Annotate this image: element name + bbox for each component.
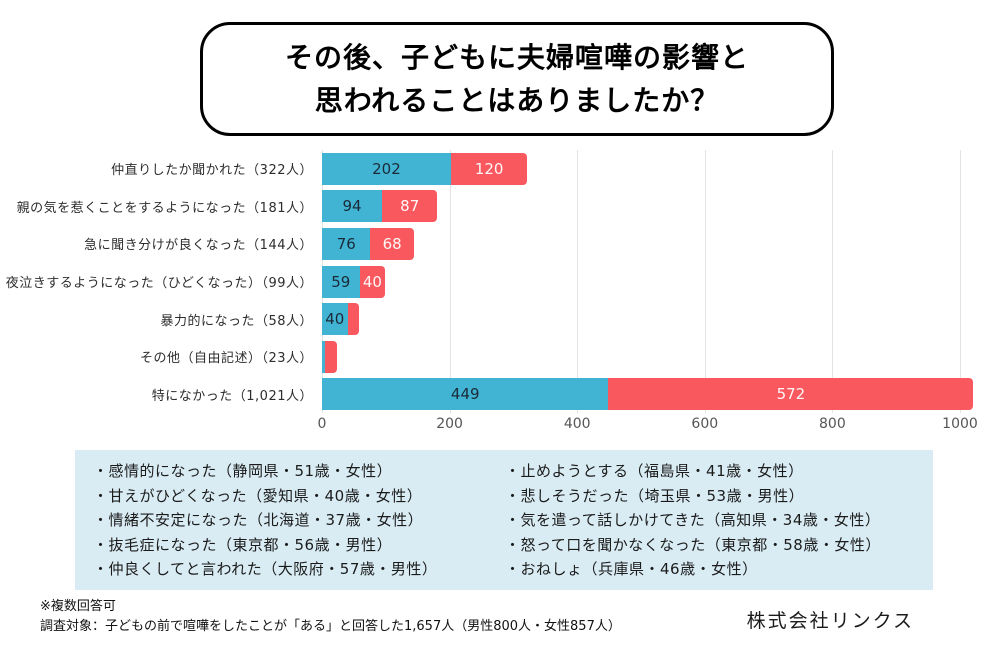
stacked-bar: [322, 340, 337, 373]
category-axis-labels: 仲直りしたか聞かれた（322人） 親の気を惹くことをするようになった（181人） 急…: [0, 150, 313, 413]
bar-row: 59 40: [322, 263, 960, 301]
comment-item: ・悲しそうだった（埼玉県・53歳・男性）: [505, 486, 805, 505]
comment-item: ・止めようとする（福島県・41歳・女性）: [505, 462, 804, 480]
category-label: その他（自由記述）（23人）: [139, 351, 313, 367]
bar-value-label: 40: [362, 272, 382, 291]
bar-segment-red: 40: [359, 265, 386, 298]
comment-item: ・怒って口を聞かなくなった（東京都・58歳・女性）: [505, 535, 881, 554]
comment-item: ・情緒不安定になった（北海道・37歳・女性）: [93, 511, 424, 529]
bar-segment-red: [325, 340, 337, 373]
comments-box: ・感情的になった（静岡県・51歳・女性） ・甘えがひどくなった（愛知県・40歳・女…: [75, 450, 933, 590]
bar-value-label: 40: [325, 310, 345, 329]
comment-item: ・おねしょ（兵庫県・46歳・女性）: [505, 560, 758, 578]
stacked-bar: 202 120: [322, 152, 528, 185]
category-label: 親の気を惹くことをするようになった（181人）: [16, 200, 313, 216]
bar-row: 449 572: [322, 375, 974, 413]
category-label: 夜泣きするようになった（ひどくなった）（99人）: [5, 276, 313, 292]
stacked-bar: 449 572: [322, 378, 974, 411]
gridline: [704, 150, 706, 413]
footer-note-survey-target: 調査対象：子どもの前で喧嘩をしたことが「ある」と回答した1,657人（男性800…: [40, 619, 621, 635]
x-axis: 0 200 400 600 800 1000: [318, 416, 978, 436]
category-label: 特になかった（1,021人）: [151, 388, 313, 404]
comment-item: ・抜毛症になった（東京都・56歳・男性）: [93, 535, 393, 554]
bar-segment-blue: 59: [322, 265, 360, 298]
bar-segment-red: 87: [381, 190, 438, 223]
bar-value-label: 94: [342, 197, 362, 216]
category-label: 急に聞き分けが良くなった（144人）: [84, 238, 313, 254]
comment-item: ・仲良くしてと言われた（大阪府・57歳・男性）: [93, 560, 438, 578]
chart-title-line1: その後、子どもに夫婦喧嘩の影響と: [284, 40, 749, 74]
x-tick-label: 1000: [942, 416, 978, 432]
bar-row: [322, 338, 960, 376]
stacked-bar: 94 87: [322, 190, 438, 223]
comments-right-column: ・止めようとする（福島県・41歳・女性） ・悲しそうだった（埼玉県・53歳・男性）…: [505, 459, 881, 582]
bar-segment-red: 572: [608, 378, 974, 411]
bar-value-label: 572: [776, 385, 806, 404]
plot-area: 202 120 94 87 76 68 59 40 40 449 572: [322, 150, 974, 413]
bar-segment-blue: 202: [322, 152, 451, 185]
category-label: 仲直りしたか聞かれた（322人）: [111, 163, 313, 179]
comment-item: ・感情的になった（静岡県・51歳・女性）: [93, 462, 393, 480]
bar-row: 202 120: [322, 150, 960, 188]
x-tick-label: 600: [691, 416, 719, 432]
bar-value-label: 202: [372, 159, 401, 178]
bar-segment-red: 68: [370, 227, 414, 260]
footer-notes: ※複数回答可 調査対象：子どもの前で喧嘩をしたことが「ある」と回答した1,657…: [40, 597, 621, 637]
bar-value-label: 59: [331, 272, 351, 291]
gridline: [577, 150, 579, 413]
chart-title-line2: 思われることはありましたか？: [314, 84, 720, 117]
bar-row: 76 68: [322, 225, 960, 263]
bar-segment-blue: 449: [322, 378, 609, 411]
x-tick-label: 200: [436, 416, 463, 432]
gridline: [832, 150, 834, 413]
company-name: 株式会社リンクス: [746, 610, 914, 632]
bar-segment-red: [347, 303, 359, 336]
footer-note-multiple-answers: ※複数回答可: [40, 599, 116, 614]
bar-value-label: 449: [450, 385, 480, 404]
bar-segment-blue: [322, 340, 326, 373]
stacked-bar: 76 68: [322, 227, 414, 260]
gridline: [960, 150, 961, 413]
bar-row: 40: [322, 300, 960, 338]
bar-segment-blue: 94: [322, 190, 382, 223]
stacked-bar: 59 40: [322, 265, 386, 298]
bar-segment-red: 120: [450, 152, 528, 185]
bar-value-label: 87: [400, 197, 420, 216]
chart-title-box: その後、子どもに夫婦喧嘩の影響と 思われることはありましたか？: [200, 22, 834, 136]
comment-item: ・甘えがひどくなった（愛知県・40歳・女性）: [93, 486, 423, 505]
bar-segment-blue: 76: [322, 227, 371, 260]
stacked-bar: 40: [322, 303, 359, 336]
bars-container: 202 120 94 87 76 68 59 40 40 449 572: [322, 150, 974, 413]
bar-value-label: 76: [336, 234, 356, 253]
comments-left-column: ・感情的になった（静岡県・51歳・女性） ・甘えがひどくなった（愛知県・40歳・女…: [93, 459, 437, 582]
bar-value-label: 120: [474, 159, 504, 178]
x-tick-label: 400: [563, 416, 591, 432]
comment-item: ・気を遣って話しかけてきた（高知県・34歳・女性）: [505, 511, 881, 529]
gridline: [449, 150, 451, 413]
x-tick-label: 0: [317, 416, 327, 432]
bar-segment-blue: 40: [322, 303, 348, 336]
bar-value-label: 68: [382, 234, 402, 253]
bar-row: 94 87: [322, 188, 960, 226]
category-label: 暴力的になった（58人）: [160, 313, 313, 329]
x-tick-label: 800: [819, 416, 846, 432]
